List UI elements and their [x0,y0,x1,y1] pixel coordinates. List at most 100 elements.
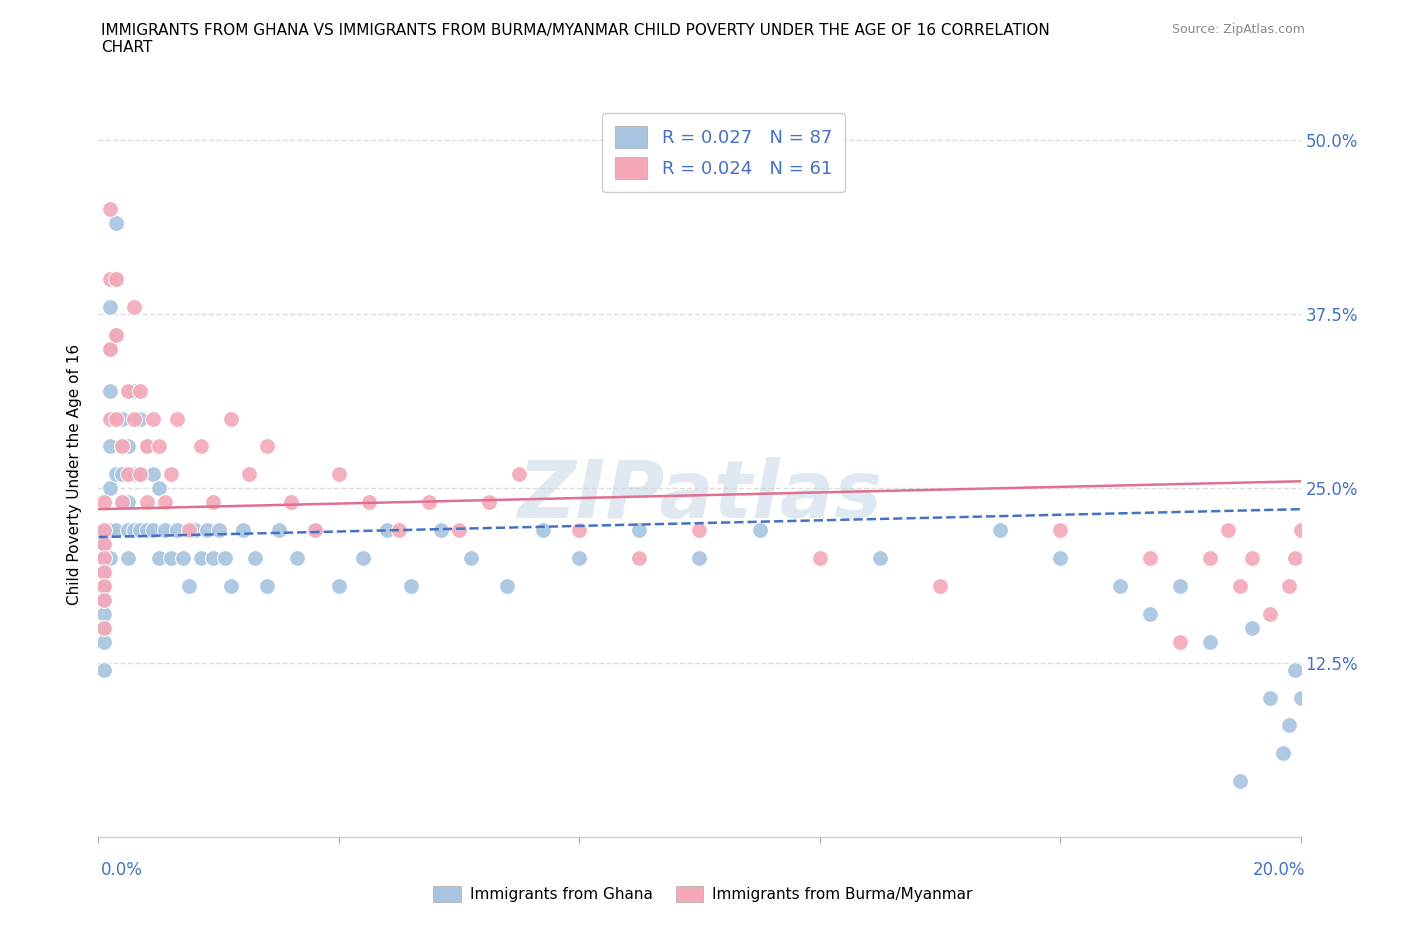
Point [352,551,374,565]
Point [1277,578,1299,593]
Point [100,341,122,356]
Point [568,523,591,538]
Point [869,551,891,565]
Point [195,523,218,538]
Point [93,592,115,607]
Point [135,439,157,454]
Text: 20.0%: 20.0% [1253,860,1305,879]
Point [166,411,188,426]
Point [93,551,115,565]
Point [117,383,139,398]
Point [388,523,411,538]
Legend: R = 0.027   N = 87, R = 0.024   N = 61: R = 0.027 N = 87, R = 0.024 N = 61 [602,113,845,192]
Point [117,551,139,565]
Point [93,551,115,565]
Point [117,467,139,482]
Point [460,551,482,565]
Point [93,495,115,510]
Text: 0.0%: 0.0% [101,860,143,879]
Point [304,523,326,538]
Point [100,411,122,426]
Point [1284,662,1306,677]
Point [117,523,139,538]
Point [93,578,115,593]
Point [93,537,115,551]
Point [183,523,205,538]
Point [232,523,254,538]
Point [1170,634,1192,649]
Point [111,467,134,482]
Point [628,523,651,538]
Point [531,523,554,538]
Point [105,523,128,538]
Point [304,523,326,538]
Point [748,523,770,538]
Point [93,620,115,635]
Point [105,411,128,426]
Point [243,551,266,565]
Point [929,578,952,593]
Point [430,523,453,538]
Point [172,551,194,565]
Point [177,523,200,538]
Text: ZIPatlas: ZIPatlas [517,457,882,535]
Point [201,551,224,565]
Point [93,565,115,579]
Point [148,481,170,496]
Text: IMMIGRANTS FROM GHANA VS IMMIGRANTS FROM BURMA/MYANMAR CHILD POVERTY UNDER THE A: IMMIGRANTS FROM GHANA VS IMMIGRANTS FROM… [101,23,1050,38]
Point [1139,606,1161,621]
Point [357,495,380,510]
Point [267,523,290,538]
Point [447,523,470,538]
Point [129,523,152,538]
Point [1139,551,1161,565]
Point [129,467,152,482]
Point [219,578,242,593]
Point [375,523,398,538]
Point [124,411,146,426]
Point [159,551,181,565]
Point [124,523,146,538]
Point [93,565,115,579]
Point [1289,690,1312,705]
Point [124,467,146,482]
Point [256,578,278,593]
Point [93,620,115,635]
Point [135,495,157,510]
Point [568,551,591,565]
Point [1170,578,1192,593]
Point [1277,718,1299,733]
Point [208,523,231,538]
Point [93,634,115,649]
Point [93,662,115,677]
Point [328,467,350,482]
Point [100,481,122,496]
Point [508,467,530,482]
Point [201,495,224,510]
Point [214,551,236,565]
Point [141,411,163,426]
Point [124,383,146,398]
Point [328,578,350,593]
Point [93,523,115,538]
Point [399,578,422,593]
Point [148,551,170,565]
Point [496,578,519,593]
Point [1260,690,1282,705]
Point [93,578,115,593]
Point [190,551,212,565]
Point [100,551,122,565]
Point [100,439,122,454]
Point [285,551,308,565]
Point [418,495,440,510]
Point [153,495,176,510]
Point [238,467,260,482]
Point [111,439,134,454]
Point [148,439,170,454]
Point [1241,620,1264,635]
Point [1199,634,1222,649]
Point [1229,578,1251,593]
Point [1271,746,1294,761]
Point [689,523,711,538]
Point [93,537,115,551]
